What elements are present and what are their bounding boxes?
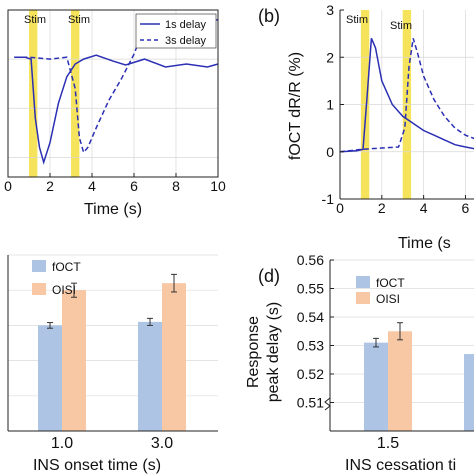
y-tick-label: 0.51 [297,395,324,411]
y-tick-label: 2 [326,49,334,65]
x-tick-label: 2 [378,200,386,216]
x-tick-label: 2 [46,178,54,194]
bar-foct [464,354,474,431]
x-tick-label: 0 [4,178,12,194]
bar-foct [364,342,388,431]
bar-foct [138,321,162,431]
panel-d-xlabel: INS cessation ti [345,457,456,474]
legend-label-oisi-d: OISI [376,292,400,306]
category-label: 3.0 [151,435,173,452]
panel-a: 0 2 4 6 8 10 Stim Stim 1s delay 3s delay Time… [4,9,226,218]
panel-b-annotation-1: Stim [346,14,368,26]
panel-c-xlabel: INS onset time (s) [33,457,161,474]
x-tick-label: 0 [336,200,344,216]
y-tick-label: 0.56 [297,252,324,268]
panel-a-xlabel: Time (s) [84,201,142,218]
y-tick-label: 0.52 [297,366,324,382]
legend-label-foct-d: fOCT [376,276,405,290]
panel-d-legend: fOCT OISI [356,276,405,306]
bar-oisi [162,283,186,431]
y-tick-label: 0 [326,144,334,160]
panel-a-axes-frame [7,9,219,178]
panel-d-axis-break [324,397,331,411]
category-label: 1.5 [377,435,399,452]
panel-a-annotation-1: Stim [24,14,46,26]
bar-oisi [62,290,86,431]
series-line-solid [14,54,219,165]
legend-label-1s-delay: 1s delay [165,19,206,31]
panel-b-annotation-2: Stim [390,20,412,32]
y-tick-label: 1 [326,97,334,113]
panel-a-annotation-2: Stim [68,14,90,26]
legend-label-foct-c: fOCT [52,260,81,274]
y-tick-label: 0.54 [297,309,324,325]
bar-foct [38,325,62,431]
panel-d: (d) 1.5 0.51 0.52 0.53 0.54 0.55 0.56 fOCT OIS… [245,252,474,474]
category-label: 1.0 [51,435,73,452]
panel-b-ylabel: fOCT dR/R (%) [287,52,304,160]
panel-a-legend: 1s delay 3s delay [135,13,217,49]
x-tick-label: 6 [462,200,470,216]
x-tick-label: 8 [172,178,180,194]
panel-b-xlabel: Time (s [398,235,451,252]
panel-b-label: (b) [258,6,280,26]
y-tick-label: 3 [326,2,334,18]
bar-oisi [388,331,412,431]
series-line-solid [339,38,474,153]
x-tick-label: 4 [420,200,428,216]
panel-d-ylabel-line-2: peak delay (s) [265,302,282,403]
legend-label-oisi-c: OISI [52,283,76,297]
x-tick-label: 4 [88,178,96,194]
panel-d-label: (d) [258,266,280,286]
x-tick-label: 10 [210,178,226,194]
panel-c-legend: fOCT OISI [32,260,81,297]
x-tick-label: 6 [130,178,138,194]
y-tick-label: 0.53 [297,338,324,354]
panel-d-ylabel-line-1: Response [245,316,262,388]
series-line-dashed [339,38,474,153]
legend-label-3s-delay: 3s delay [165,35,206,47]
y-tick-label: 0.55 [297,281,324,297]
panel-c: 1.0 3.0 fOCT OISI INS onset time (s) [7,254,218,474]
series-line-dashed [14,19,219,154]
y-tick-label: -1 [322,191,335,207]
